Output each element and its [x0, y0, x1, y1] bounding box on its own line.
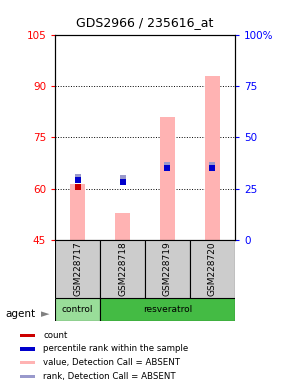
Bar — [160, 117, 175, 240]
Text: control: control — [62, 305, 93, 314]
Text: count: count — [44, 331, 68, 340]
Bar — [100, 240, 145, 298]
Bar — [55, 240, 100, 298]
Text: value, Detection Call = ABSENT: value, Detection Call = ABSENT — [44, 358, 180, 367]
Bar — [100, 298, 235, 321]
Bar — [145, 240, 190, 298]
Text: GDS2966 / 235616_at: GDS2966 / 235616_at — [76, 16, 214, 29]
Bar — [20, 334, 35, 337]
Text: percentile rank within the sample: percentile rank within the sample — [44, 344, 189, 353]
Text: resveratrol: resveratrol — [143, 305, 192, 314]
Text: rank, Detection Call = ABSENT: rank, Detection Call = ABSENT — [44, 372, 176, 381]
Text: GSM228717: GSM228717 — [73, 242, 82, 296]
Text: GSM228718: GSM228718 — [118, 242, 127, 296]
Bar — [20, 361, 35, 364]
Bar — [190, 240, 235, 298]
Bar — [20, 347, 35, 351]
Bar — [70, 184, 86, 240]
Bar — [55, 298, 100, 321]
Bar — [20, 375, 35, 378]
Text: agent: agent — [6, 309, 36, 319]
Text: ►: ► — [41, 309, 49, 319]
Bar — [115, 213, 130, 240]
Bar — [204, 76, 220, 240]
Text: GSM228720: GSM228720 — [208, 242, 217, 296]
Text: GSM228719: GSM228719 — [163, 242, 172, 296]
